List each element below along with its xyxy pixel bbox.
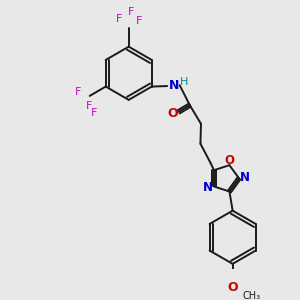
Text: CH₃: CH₃ (243, 291, 261, 300)
Text: O: O (167, 107, 178, 121)
Text: N: N (168, 79, 179, 92)
Text: F: F (128, 7, 134, 17)
Text: F: F (86, 101, 92, 111)
Text: H: H (180, 77, 188, 87)
Text: O: O (227, 281, 238, 294)
Text: F: F (75, 87, 81, 98)
Text: F: F (116, 14, 122, 24)
Text: F: F (136, 16, 142, 26)
Text: F: F (91, 108, 98, 118)
Text: N: N (240, 170, 250, 184)
Text: N: N (203, 181, 213, 194)
Text: O: O (224, 154, 234, 167)
